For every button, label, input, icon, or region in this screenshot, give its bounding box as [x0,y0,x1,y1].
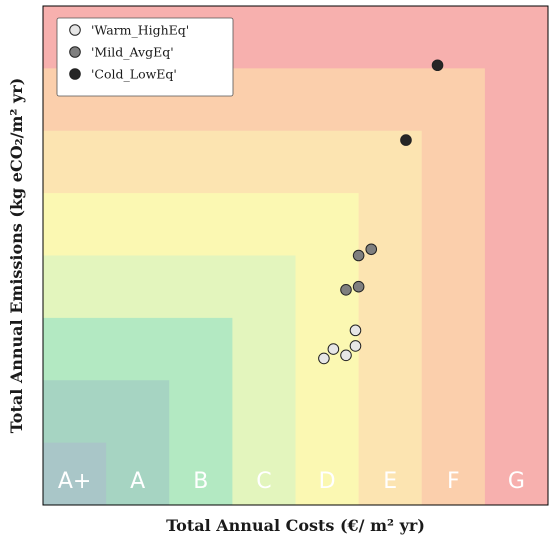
point-mild-avgeq [352,249,365,262]
y-axis-title: Total Annual Emissions (kg eCO₂/m² yr) [7,78,26,434]
point-warm-higheq [340,349,352,362]
class-label-d: D [319,469,336,494]
point-cold-loweq [400,134,412,146]
class-label-b: B [193,469,208,494]
class-label-c: C [256,469,271,494]
point-mild-avgeq [340,284,352,296]
class-label-e: E [383,469,397,494]
class-label-f: F [447,469,460,494]
legend-marker-warm-higheq [69,24,81,36]
class-label-g: G [508,469,525,494]
class-label-a: A [130,469,145,494]
class-label-a-plus: A+ [58,469,91,494]
point-warm-higheq [349,324,362,337]
x-axis-title: Total Annual Costs (€/ m² yr) [166,516,425,535]
class-labels: A+ A B C D E F G [58,469,525,494]
legend-marker-mild-avgeq [69,46,81,58]
legend-box [56,17,234,97]
plot-frame [42,5,549,506]
point-warm-higheq [318,352,330,365]
legend-label-warm-higheq: 'Warm_HighEq' [91,23,189,38]
point-warm-higheq [327,343,340,355]
legend-label-mild-avgeq: 'Mild_AvgEq' [91,45,174,60]
band-a-plus [43,442,107,505]
data-points [318,59,444,365]
point-mild-avgeq [352,280,365,293]
legend-marker-cold-loweq [69,68,81,80]
legend-label-cold-loweq: 'Cold_LowEq' [91,67,177,82]
legend: 'Warm_HighEq' 'Mild_AvgEq' 'Cold_LowEq' [56,17,234,97]
point-warm-higheq [349,340,362,352]
point-cold-loweq [431,59,444,72]
point-mild-avgeq [365,243,378,256]
